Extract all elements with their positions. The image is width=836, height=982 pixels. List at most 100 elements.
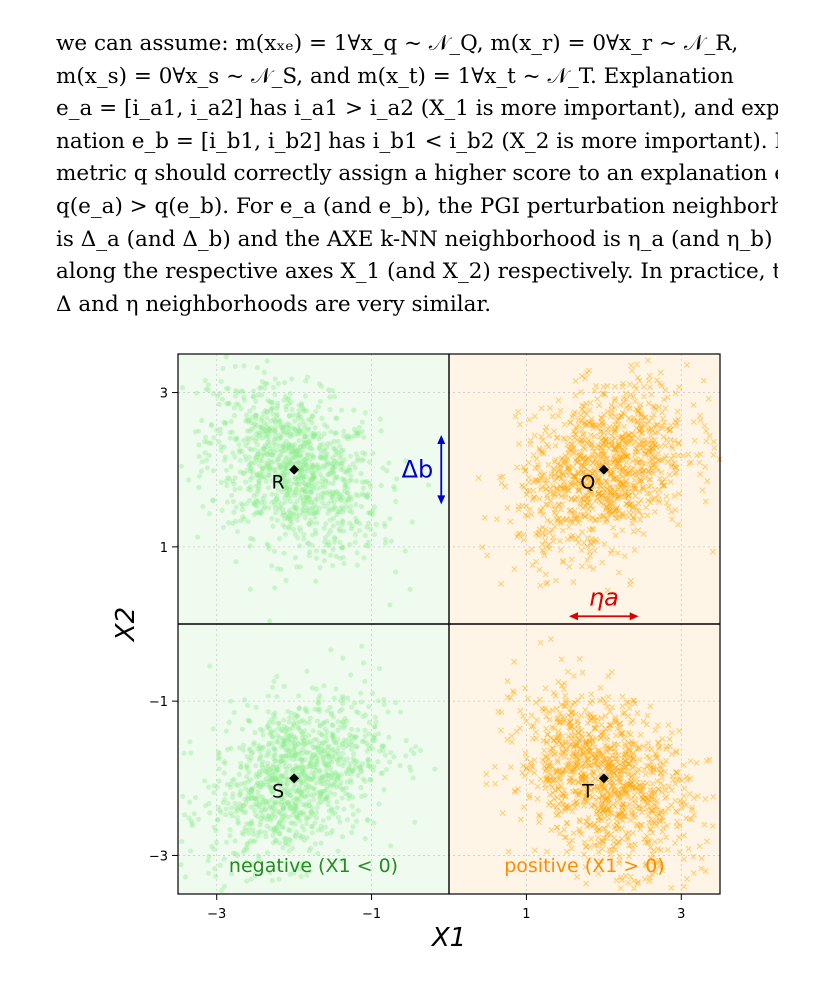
scatter-point xyxy=(641,448,648,455)
scatter-point xyxy=(293,811,299,818)
scatter-point xyxy=(562,692,569,699)
scatter-point xyxy=(681,798,688,805)
scatter-point xyxy=(675,490,683,497)
scatter-point xyxy=(188,750,194,756)
scatter-point xyxy=(300,510,306,516)
scatter-point xyxy=(387,602,393,608)
scatter-point xyxy=(648,858,655,865)
scatter-point xyxy=(220,365,226,372)
scatter-point xyxy=(281,495,288,501)
scatter-point xyxy=(243,418,249,424)
scatter-point xyxy=(386,734,392,740)
scatter-point xyxy=(612,714,619,721)
scatter-point xyxy=(301,407,307,413)
scatter-point xyxy=(580,851,587,858)
scatter-point xyxy=(617,885,624,892)
scatter-point xyxy=(554,773,561,780)
scatter-point xyxy=(283,455,289,462)
scatter-point xyxy=(565,762,572,770)
scatter-point xyxy=(291,753,297,759)
scatter-point xyxy=(318,495,324,501)
scatter-point xyxy=(579,431,586,438)
scatter-point xyxy=(311,474,317,480)
scatter-point xyxy=(551,795,558,802)
scatter-point xyxy=(620,399,627,406)
scatter-point xyxy=(648,820,655,827)
scatter-point xyxy=(378,428,384,434)
scatter-point xyxy=(317,565,323,571)
scatter-point xyxy=(591,433,598,440)
scatter-point xyxy=(296,512,303,518)
scatter-point xyxy=(578,773,585,780)
scatter-point xyxy=(616,789,623,796)
scatter-point xyxy=(231,509,237,515)
scatter-point xyxy=(261,499,267,505)
scatter-point xyxy=(576,757,583,764)
scatter-point xyxy=(598,444,605,451)
scatter-point xyxy=(649,448,656,455)
scatter-point xyxy=(584,473,591,480)
scatter-point xyxy=(622,743,629,750)
scatter-point xyxy=(358,457,364,463)
scatter-point xyxy=(275,487,282,493)
scatter-point xyxy=(263,776,269,782)
scatter-point xyxy=(668,455,675,462)
scatter-point xyxy=(595,764,602,771)
scatter-point xyxy=(266,773,272,780)
scatter-point xyxy=(628,784,635,791)
scatter-point xyxy=(629,784,637,791)
scatter-point xyxy=(638,413,645,420)
scatter-point xyxy=(623,803,630,810)
scatter-point xyxy=(655,810,662,817)
scatter-point xyxy=(568,496,575,503)
scatter-point xyxy=(672,464,679,471)
scatter-point xyxy=(632,785,639,792)
scatter-point xyxy=(664,822,671,829)
scatter-point xyxy=(631,414,638,421)
scatter-point xyxy=(267,428,273,434)
scatter-point xyxy=(325,480,332,486)
scatter-point xyxy=(293,475,299,482)
scatter-point xyxy=(330,746,336,753)
scatter-point xyxy=(352,760,358,766)
scatter-point xyxy=(572,788,579,795)
scatter-point xyxy=(586,843,594,850)
scatter-point xyxy=(537,582,544,589)
scatter-point xyxy=(246,436,252,442)
scatter-point xyxy=(641,436,648,443)
scatter-point xyxy=(700,377,707,384)
scatter-point xyxy=(498,580,505,587)
scatter-point xyxy=(306,479,313,485)
scatter-point xyxy=(281,741,288,747)
scatter-point xyxy=(295,415,301,421)
scatter-point xyxy=(359,428,365,435)
scatter-point xyxy=(267,825,273,832)
scatter-point xyxy=(599,732,606,739)
scatter-point xyxy=(196,453,202,460)
scatter-point xyxy=(595,749,602,756)
scatter-point xyxy=(606,768,613,775)
scatter-point xyxy=(316,445,322,451)
scatter-point xyxy=(559,768,566,775)
scatter-point xyxy=(624,481,631,488)
scatter-point xyxy=(589,422,596,429)
scatter-point xyxy=(355,710,361,716)
scatter-point xyxy=(307,445,314,452)
scatter-point xyxy=(638,464,645,471)
scatter-point xyxy=(299,771,305,777)
scatter-point xyxy=(350,768,356,774)
scatter-point xyxy=(553,806,560,814)
scatter-point xyxy=(227,429,233,436)
scatter-point xyxy=(337,494,343,500)
scatter-point xyxy=(293,486,299,492)
scatter-point xyxy=(611,492,618,499)
scatter-point xyxy=(336,708,343,714)
scatter-point xyxy=(551,509,558,516)
scatter-point xyxy=(534,461,541,468)
scatter-point xyxy=(379,743,386,749)
scatter-point xyxy=(230,520,236,527)
scatter-point xyxy=(296,437,302,444)
scatter-point xyxy=(614,493,621,500)
scatter-point xyxy=(268,772,274,779)
scatter-point xyxy=(247,586,253,592)
